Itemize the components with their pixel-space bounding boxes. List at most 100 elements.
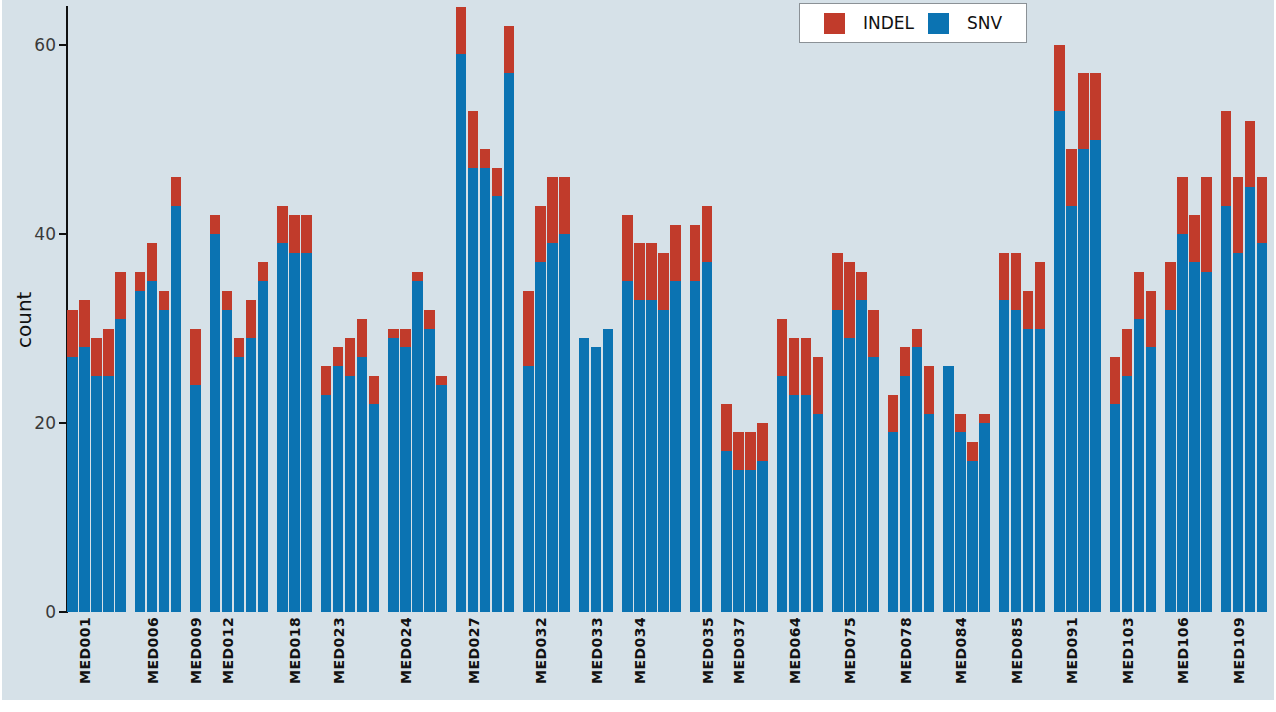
indel-segment xyxy=(1090,73,1101,139)
snv-segment xyxy=(523,366,534,612)
indel-segment xyxy=(1011,253,1022,310)
stacked-bar xyxy=(813,357,824,612)
snv-segment xyxy=(702,262,713,612)
x-tick-label: MED024 xyxy=(398,617,414,684)
legend-label-indel: INDEL xyxy=(863,13,914,33)
stacked-bar xyxy=(844,262,855,612)
y-tick-label: 0 xyxy=(2,602,56,622)
indel-segment xyxy=(277,206,288,244)
stacked-bar xyxy=(777,319,788,612)
snv-segment xyxy=(246,338,257,612)
indel-segment xyxy=(115,272,126,319)
snv-segment xyxy=(388,338,399,612)
x-tick-label: MED037 xyxy=(731,617,747,684)
indel-segment xyxy=(1221,111,1232,206)
indel-segment xyxy=(733,432,744,470)
snv-segment xyxy=(1023,329,1034,613)
indel-segment xyxy=(412,272,423,281)
stacked-bar xyxy=(277,206,288,612)
stacked-bar xyxy=(412,272,423,612)
stacked-bar xyxy=(103,329,114,613)
x-tick-label: MED023 xyxy=(331,617,347,684)
x-tick-label: MED027 xyxy=(466,617,482,684)
snv-segment xyxy=(658,310,669,612)
bar-group-MED037 xyxy=(721,404,768,612)
stacked-bar xyxy=(1134,272,1145,612)
x-tick-label: MED103 xyxy=(1120,617,1136,684)
x-tick-label: MED033 xyxy=(589,617,605,684)
stacked-bar xyxy=(999,253,1010,612)
stacked-bar xyxy=(369,376,380,612)
indel-segment xyxy=(999,253,1010,300)
indel-segment xyxy=(1122,329,1133,376)
snv-segment xyxy=(1054,111,1065,612)
bar-group-MED032 xyxy=(523,177,570,612)
bar-group-MED006 xyxy=(135,177,182,612)
stacked-bar xyxy=(79,300,90,612)
x-tick-label: MED009 xyxy=(188,617,204,684)
bar-group-MED064 xyxy=(777,319,824,612)
snv-segment xyxy=(721,451,732,612)
snv-segment xyxy=(171,206,182,612)
x-tick-label: MED018 xyxy=(287,617,303,684)
indel-segment xyxy=(690,225,701,282)
stacked-bar xyxy=(579,338,590,612)
indel-segment xyxy=(1110,357,1121,404)
snv-segment xyxy=(504,73,515,612)
stacked-bar xyxy=(1177,177,1188,612)
indel-segment xyxy=(1245,121,1256,187)
stacked-bar xyxy=(222,291,233,612)
indel-segment xyxy=(955,414,966,433)
legend: INDEL SNV xyxy=(799,3,1027,43)
stacked-bar xyxy=(523,291,534,612)
stacked-bar xyxy=(1189,215,1200,612)
indel-segment xyxy=(345,338,356,376)
stacked-bar xyxy=(289,215,300,612)
x-tick-label: MED034 xyxy=(632,617,648,684)
indel-segment xyxy=(670,225,681,282)
snv-segment xyxy=(1201,272,1212,612)
x-tick-label: MED001 xyxy=(77,617,93,684)
snv-segment xyxy=(603,329,614,613)
indel-segment xyxy=(1035,262,1046,328)
y-tick-label: 20 xyxy=(2,413,56,433)
snv-segment xyxy=(159,310,170,612)
stacked-bar xyxy=(646,243,657,612)
snv-segment xyxy=(456,54,467,612)
indel-segment xyxy=(436,376,447,385)
bar-group-MED075 xyxy=(832,253,879,612)
snv-segment xyxy=(579,338,590,612)
indel-segment xyxy=(388,329,399,338)
stacked-bar xyxy=(159,291,170,612)
stacked-bar xyxy=(504,26,515,612)
stacked-bar xyxy=(1066,149,1077,612)
stacked-bar xyxy=(943,366,954,612)
x-tick-label: MED006 xyxy=(145,617,161,684)
snv-segment xyxy=(91,376,102,612)
x-tick-label: MED084 xyxy=(953,617,969,684)
indel-segment xyxy=(745,432,756,470)
stacked-bar xyxy=(967,442,978,612)
bar-group-MED023 xyxy=(321,319,380,612)
stacked-bar xyxy=(171,177,182,612)
indel-segment xyxy=(1054,45,1065,111)
stacked-bar xyxy=(900,347,911,612)
snv-segment xyxy=(289,253,300,612)
snv-segment xyxy=(979,423,990,612)
stacked-bar xyxy=(1054,45,1065,612)
indel-segment xyxy=(1078,73,1089,149)
bar-group-MED106 xyxy=(1165,177,1212,612)
stacked-bar xyxy=(321,366,332,612)
indel-segment xyxy=(246,300,257,338)
snv-segment xyxy=(801,395,812,612)
snv-segment xyxy=(559,234,570,612)
snv-color-swatch xyxy=(928,13,949,34)
bar-group-MED103 xyxy=(1110,272,1157,612)
indel-segment xyxy=(369,376,380,404)
snv-segment xyxy=(1177,234,1188,612)
plot-area xyxy=(67,0,1267,612)
indel-segment xyxy=(646,243,657,300)
snv-segment xyxy=(369,404,380,612)
indel-segment xyxy=(333,347,344,366)
indel-segment xyxy=(79,300,90,347)
